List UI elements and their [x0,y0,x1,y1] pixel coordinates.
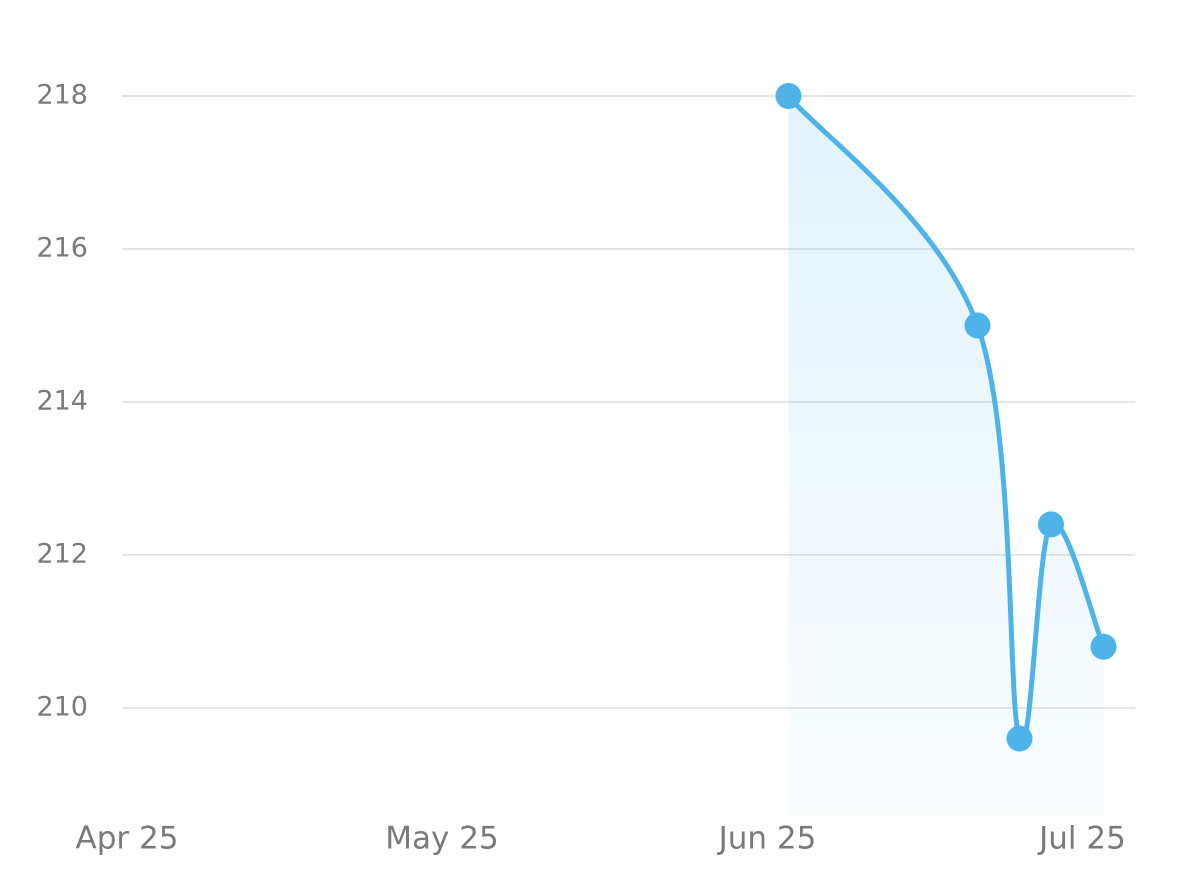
point [1038,511,1064,538]
y-tick-label: 218 [36,80,88,111]
y-tick-label: 212 [36,538,88,569]
area-fill [788,96,1104,815]
point [1090,633,1117,660]
point [964,312,991,339]
point [1006,725,1033,752]
x-tick-label: Jul 25 [1037,821,1126,857]
y-tick-label: 216 [36,232,88,263]
y-tick-label: 214 [36,385,88,416]
x-tick-label: Apr 25 [76,821,179,857]
x-tick-label: Jun 25 [717,821,817,857]
point [775,83,802,109]
x-tick-label: May 25 [385,821,498,857]
y-tick-label: 210 [36,691,88,722]
